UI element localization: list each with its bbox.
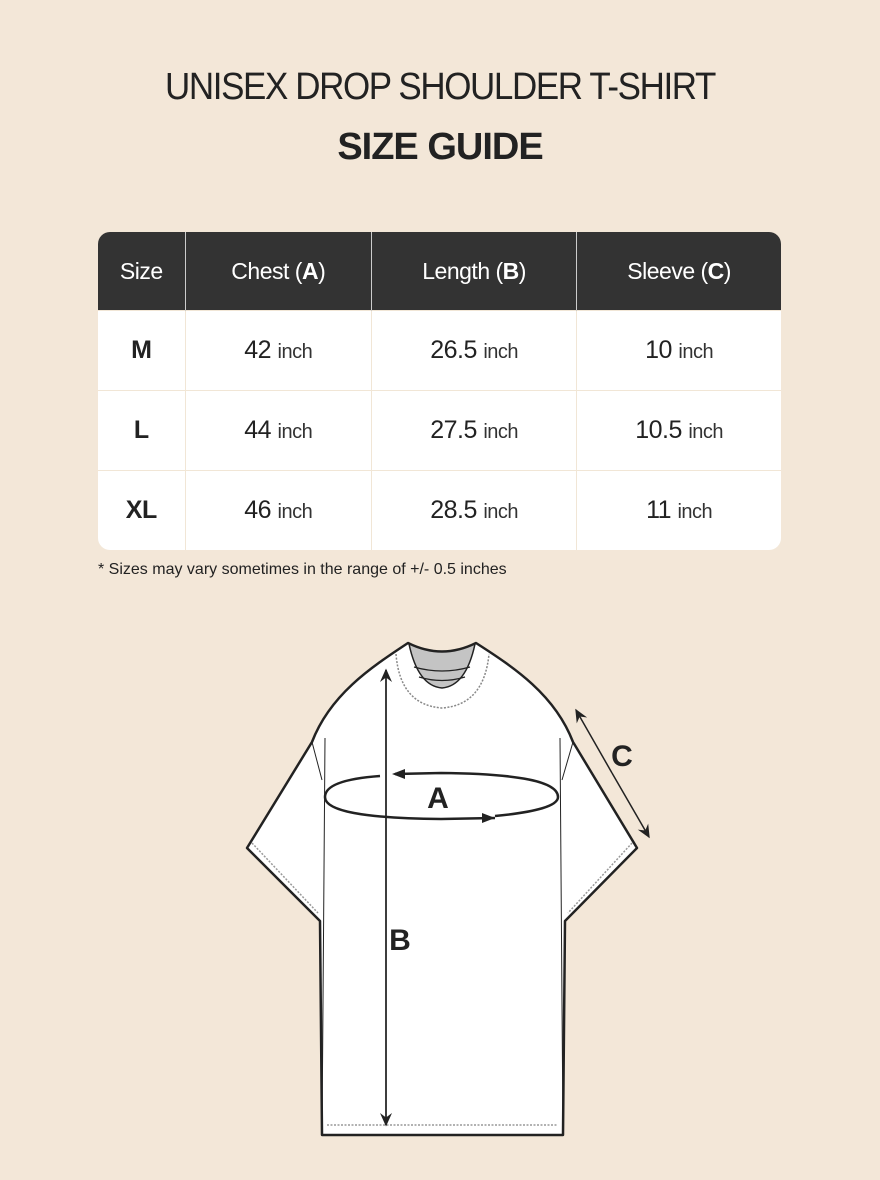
length-cell: 28.5 inch	[371, 470, 578, 550]
size-cell: L	[98, 390, 186, 471]
chest-cell: 42 inch	[185, 310, 373, 391]
header-chest: Chest (A)	[185, 232, 373, 311]
sleeve-cell: 10 inch	[576, 310, 781, 391]
sleeve-cell: 11 inch	[576, 470, 781, 550]
sleeve-arrow	[575, 708, 613, 774]
header-sleeve: Sleeve (C)	[576, 232, 781, 311]
chest-ellipse	[323, 771, 560, 821]
size-table: Size Chest (A) Length (B) Sleeve (C) M 4…	[98, 232, 781, 550]
table-row: XL 46 inch 28.5 inch 11 inch	[98, 470, 781, 550]
label-c: C	[611, 740, 633, 773]
size-note: * Sizes may vary sometimes in the range …	[98, 561, 507, 578]
label-a: A	[427, 782, 449, 815]
chest-cell: 44 inch	[185, 390, 373, 471]
page-title: SIZE GUIDE	[337, 126, 543, 168]
size-cell: XL	[98, 470, 186, 550]
table-header-row: Size Chest (A) Length (B) Sleeve (C)	[98, 232, 781, 311]
length-cell: 27.5 inch	[371, 390, 578, 471]
tshirt-outline	[245, 641, 639, 1137]
sleeve-cell: 10.5 inch	[576, 390, 781, 471]
table-row: M 42 inch 26.5 inch 10 inch	[98, 310, 781, 391]
label-b: B	[389, 924, 411, 957]
chest-cell: 46 inch	[185, 470, 373, 550]
size-cell: M	[98, 310, 186, 391]
product-title: UNISEX DROP SHOULDER T-SHIRT	[165, 66, 716, 108]
length-cell: 26.5 inch	[371, 310, 578, 391]
table-row: L 44 inch 27.5 inch 10.5 inch	[98, 390, 781, 471]
header-length: Length (B)	[371, 232, 578, 311]
header-size: Size	[98, 232, 186, 311]
collar-inner	[407, 642, 477, 689]
